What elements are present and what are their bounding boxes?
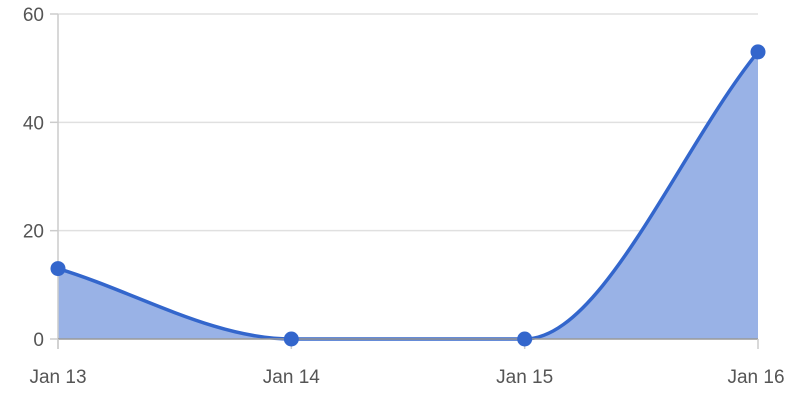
series-area-fill [58,51,758,340]
y-tick-labels: 0 20 40 60 [23,5,44,351]
x-tick-label: Jan 14 [263,367,320,388]
x-tick-label: Jan 13 [29,367,86,388]
series-area [57,50,760,341]
data-point [283,331,299,347]
data-point [750,44,766,60]
x-tick-label: Jan 16 [727,367,784,388]
data-points [50,44,766,347]
data-point [50,261,66,277]
axes [50,13,759,349]
y-tick-label: 40 [23,113,44,134]
x-tick-labels: Jan 13 Jan 14 Jan 15 Jan 16 [29,367,784,388]
grid-lines [58,13,758,232]
y-tick-label: 60 [23,5,44,26]
y-tick-label: 20 [23,222,44,243]
data-point [517,331,533,347]
x-tick-label: Jan 15 [496,367,553,388]
y-tick-label: 0 [33,330,44,351]
